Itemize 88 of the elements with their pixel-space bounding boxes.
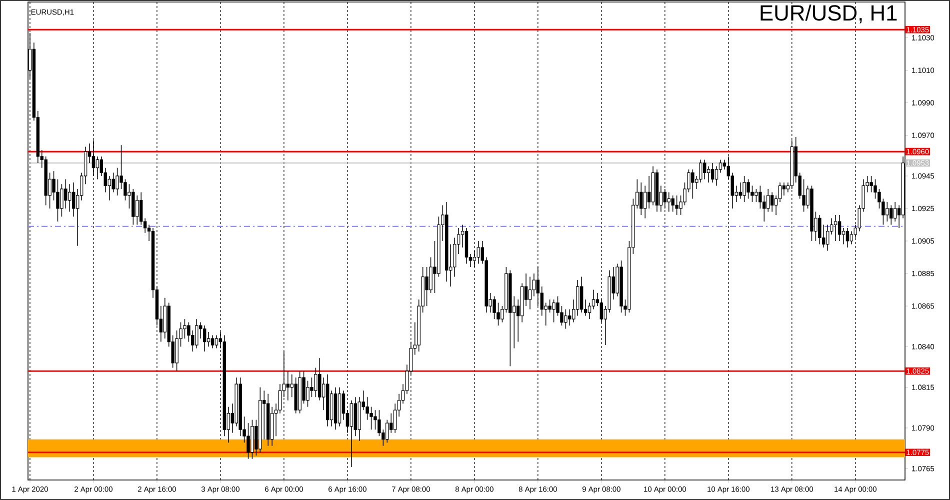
candlestick	[890, 204, 893, 226]
candlestick	[306, 380, 310, 408]
candlestick	[206, 332, 210, 348]
candlestick	[139, 192, 143, 226]
candlestick	[643, 185, 647, 219]
candlestick	[210, 334, 214, 349]
candlestick	[742, 176, 746, 202]
candlestick	[124, 178, 127, 201]
candlestick	[671, 195, 674, 212]
candlestick	[496, 302, 500, 326]
candlestick	[202, 325, 206, 352]
candlestick	[183, 318, 186, 339]
candlestick	[564, 308, 568, 330]
candlestick	[588, 302, 592, 320]
candlestick	[552, 299, 556, 323]
candlestick	[714, 166, 718, 186]
candlestick	[136, 195, 139, 226]
candlestick	[675, 195, 678, 216]
candlestick	[112, 172, 115, 193]
candlestick	[838, 214, 842, 242]
candlestick	[647, 176, 651, 209]
candlestick	[314, 367, 318, 398]
candlestick	[600, 299, 604, 323]
candlestick	[750, 185, 754, 202]
candlestick	[116, 167, 119, 196]
candlestick	[560, 306, 564, 326]
candlestick	[393, 403, 397, 434]
candlestick	[310, 377, 314, 398]
chart-title: EUR/USD, H1	[760, 4, 897, 24]
candlestick	[834, 214, 838, 242]
candlestick	[691, 169, 694, 200]
candlestick	[754, 188, 758, 202]
candlestick	[770, 192, 774, 212]
candlestick	[818, 214, 822, 245]
candlestick	[64, 178, 68, 209]
candlestick	[846, 228, 850, 248]
candlestick	[592, 289, 596, 310]
candlestick	[710, 162, 714, 183]
candlestick	[472, 250, 476, 268]
candlestick	[286, 370, 290, 401]
candlestick	[246, 422, 250, 460]
candlestick	[96, 156, 100, 180]
candlestick	[576, 280, 580, 316]
candlestick	[60, 184, 64, 217]
candlestick	[738, 182, 742, 200]
candlestick	[108, 176, 111, 201]
candlestick	[378, 410, 381, 436]
candlestick	[370, 406, 373, 430]
candlestick	[778, 182, 782, 202]
candlestick	[802, 178, 806, 212]
candlestick	[92, 140, 96, 176]
candlestick	[580, 276, 584, 313]
candlestick	[702, 159, 706, 180]
candlestick	[886, 202, 889, 222]
candlestick	[452, 237, 456, 278]
candlestick	[548, 299, 552, 313]
candlestick	[195, 318, 198, 349]
candlestick	[746, 178, 750, 200]
candlestick	[68, 184, 72, 212]
candlestick	[870, 176, 873, 193]
candlestick	[758, 185, 762, 209]
candlestick	[667, 192, 671, 212]
candlestick	[699, 159, 702, 183]
candlestick	[429, 256, 432, 294]
candlestick	[640, 182, 643, 216]
candlestick	[850, 230, 854, 245]
candlestick	[762, 195, 766, 222]
candlestick	[476, 240, 480, 264]
candlestick	[278, 384, 282, 414]
candlestick	[893, 202, 897, 222]
candlestick	[187, 322, 190, 342]
candlestick	[318, 358, 322, 401]
candlestick	[706, 166, 710, 183]
candlestick	[782, 182, 786, 196]
candlestick	[874, 178, 877, 200]
candlestick	[528, 276, 532, 310]
candlestick	[366, 396, 369, 420]
candlestick	[425, 266, 428, 306]
candlestick	[56, 178, 60, 222]
candlestick	[568, 308, 572, 326]
candlestick	[532, 273, 536, 297]
candlestick	[350, 400, 354, 468]
candlestick	[536, 266, 540, 306]
candlestick	[663, 188, 667, 209]
candlestick	[492, 296, 496, 320]
candlestick	[374, 410, 377, 430]
candlestick	[214, 334, 218, 349]
candlestick	[766, 188, 770, 212]
